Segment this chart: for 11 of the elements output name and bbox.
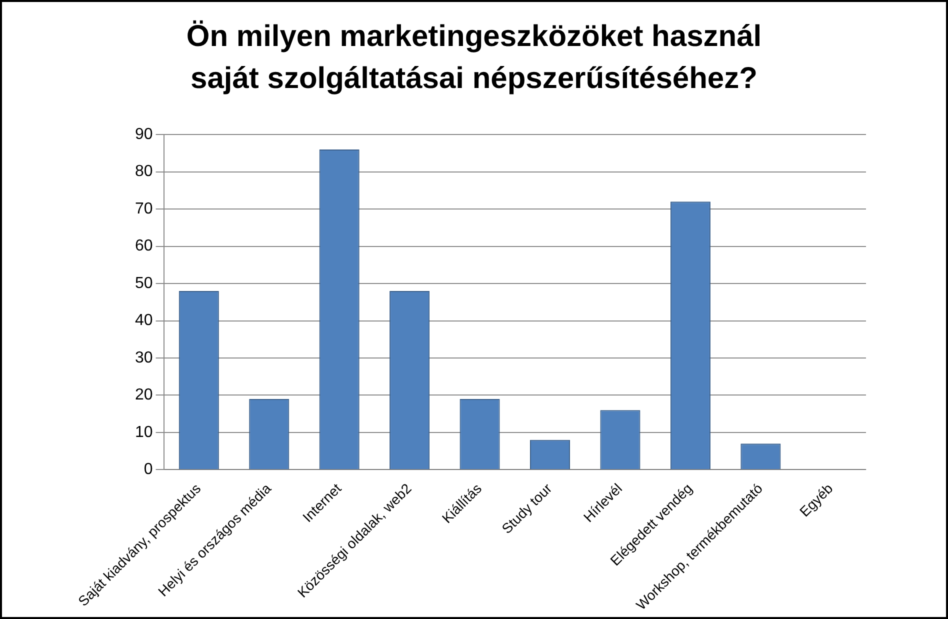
y-tick-label: 10 (135, 424, 153, 441)
y-tick-label: 40 (135, 312, 153, 330)
y-tick-label: 30 (135, 349, 153, 366)
y-tick-label: 0 (144, 461, 153, 478)
y-tick-label: 50 (135, 274, 153, 292)
y-tick-label: 70 (135, 200, 153, 218)
y-tick-label: 80 (135, 163, 153, 180)
y-tick-label: 90 (135, 126, 153, 144)
y-tick-label: 60 (135, 238, 153, 255)
y-tick-label: 20 (135, 386, 153, 404)
chart-title: Ön milyen marketingeszközöket használ saját szolgáltatásai népszerűsítéséhez? (185, 19, 763, 97)
